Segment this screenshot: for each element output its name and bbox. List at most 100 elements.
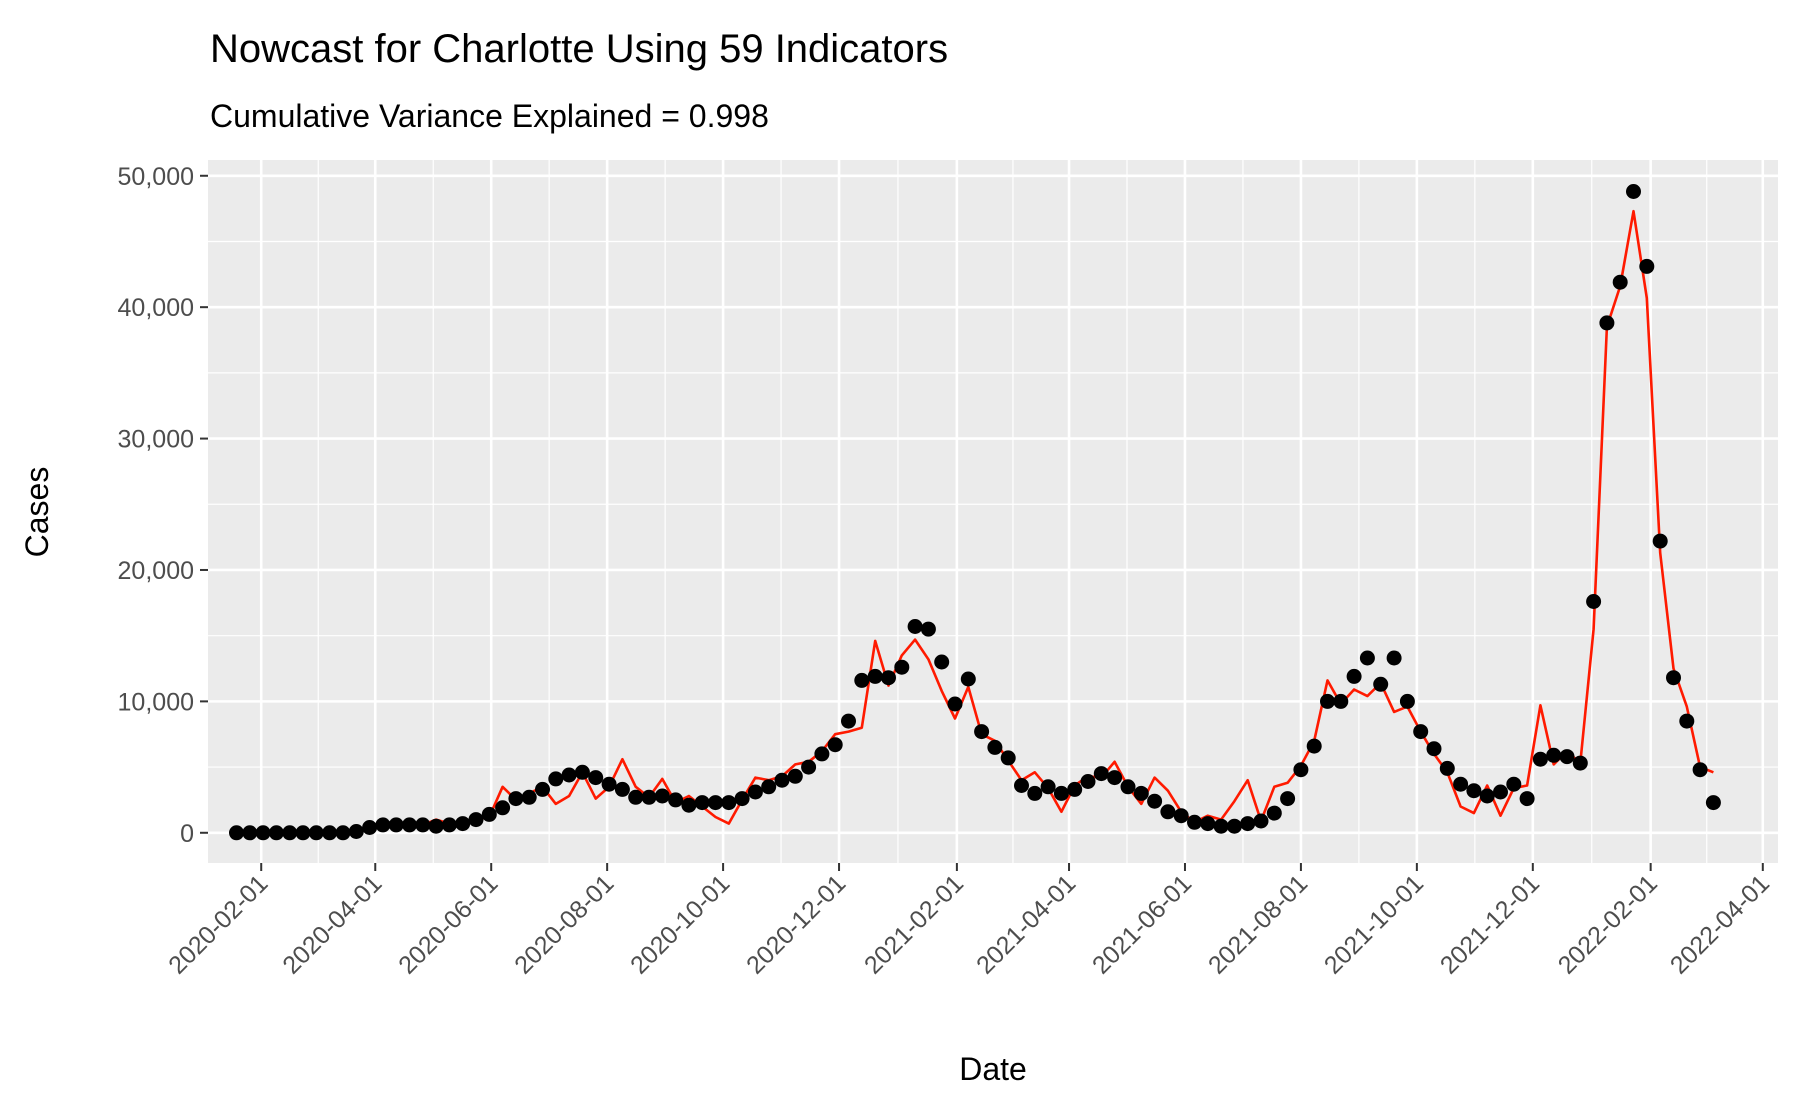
observed-point [308,825,324,841]
observed-point [455,816,471,832]
observed-point [1666,670,1681,686]
x-axis-title: Date [959,1051,1027,1087]
observed-point [481,806,497,822]
observed-point [614,781,630,797]
observed-point [388,817,404,833]
x-tick-label: 2021-02-01 [859,869,969,979]
chart-title: Nowcast for Charlotte Using 59 Indicator… [210,27,948,71]
observed-point [894,659,910,675]
x-tick-label: 2021-04-01 [971,869,1081,979]
observed-point [1639,258,1655,274]
observed-point [708,795,723,811]
observed-point [561,767,577,783]
observed-point [1080,774,1096,789]
observed-point [1599,315,1615,331]
observed-point [734,791,750,807]
x-tick-label: 2020-06-01 [393,869,503,979]
observed-point [1093,766,1109,782]
observed-point [1413,724,1429,740]
x-tick-label: 2021-06-01 [1087,869,1197,979]
observed-point [1692,762,1708,778]
observed-point [1519,791,1535,807]
observed-point [841,713,856,729]
observed-point [1014,778,1029,793]
observed-point [934,654,950,670]
y-axis: 0 10,000 20,000 30,000 40,000 50,000 [118,163,208,848]
observed-point [348,824,364,839]
y-tick-label: 50,000 [118,163,194,191]
y-axis-title: Cases [19,467,55,558]
observed-point [335,825,351,841]
observed-point [574,764,590,780]
observed-point [535,781,550,797]
observed-point [774,772,790,788]
observed-point [1160,804,1176,820]
observed-point [1027,785,1043,801]
observed-point [588,770,604,786]
observed-point [668,792,684,808]
x-tick-label: 2020-02-01 [163,869,273,979]
observed-point [295,825,311,841]
observed-point [1067,781,1083,797]
observed-point [1107,770,1123,786]
observed-point [814,746,830,762]
observed-point [495,800,511,816]
observed-point [1506,776,1522,792]
observed-point [1053,785,1069,801]
x-tick-label: 2020-04-01 [277,869,387,979]
observed-point [1266,805,1282,821]
y-tick-label: 40,000 [118,294,194,322]
observed-point [1532,751,1548,767]
observed-point [255,825,271,841]
observed-point [1000,750,1016,766]
observed-point [761,779,777,795]
observed-point [1240,816,1256,832]
observed-point [508,791,524,807]
observed-point [1293,762,1309,778]
y-tick-label: 20,000 [118,557,194,585]
observed-point [229,825,244,841]
observed-point [947,696,963,712]
observed-point [641,789,657,805]
x-tick-label: 2021-10-01 [1319,869,1429,979]
observed-point [747,784,763,800]
x-tick-label: 2021-12-01 [1435,869,1545,979]
observed-point [1373,676,1389,692]
observed-point [867,668,883,684]
observed-point [1147,793,1163,809]
observed-point [1612,274,1628,290]
observed-point [428,818,444,834]
chart-subtitle: Cumulative Variance Explained = 0.998 [210,98,769,134]
observed-point [1253,813,1269,829]
observed-point [1679,713,1695,729]
observed-point [1493,784,1508,800]
observed-point [322,825,338,841]
observed-point [1586,594,1602,609]
x-tick-label: 2022-04-01 [1665,869,1775,979]
observed-point [282,825,298,841]
observed-point [681,797,697,813]
observed-point [1466,783,1482,799]
observed-point [1187,814,1202,830]
observed-point [375,817,391,833]
observed-point [827,737,843,753]
observed-series [229,184,1721,841]
y-tick-label: 10,000 [118,688,194,716]
observed-point [415,817,431,833]
observed-point [987,739,1003,755]
observed-point [521,789,537,805]
observed-point [1213,818,1229,834]
observed-point [1479,788,1495,804]
observed-point [801,759,817,775]
observed-point [854,672,870,688]
observed-point [721,795,737,811]
observed-point [1399,693,1415,709]
observed-point [1346,668,1362,684]
observed-point [960,671,976,687]
observed-point [1280,791,1296,807]
y-tick-label: 0 [180,820,194,848]
x-tick-label: 2020-08-01 [509,869,619,979]
observed-point [1705,795,1721,811]
observed-point [1546,747,1562,763]
